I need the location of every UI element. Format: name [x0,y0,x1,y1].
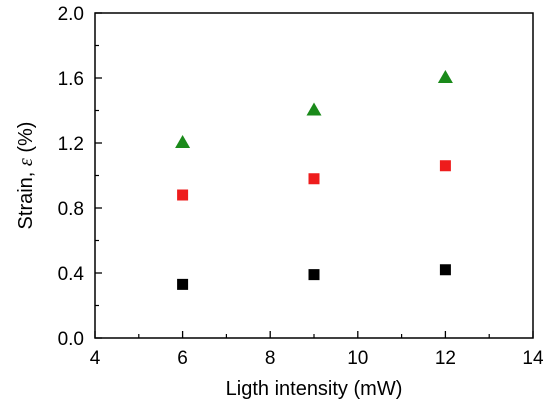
y-axis-label: Strain, ε (%) [15,122,37,230]
y-tick-label: 0.4 [58,264,85,285]
square-marker [439,160,451,172]
y-tick-label: 2.0 [58,4,84,25]
data-points [175,69,453,290]
square-marker [308,269,320,281]
triangle-marker [437,69,453,83]
y-axis-label-symbol: ε [15,158,37,166]
y-axis-label-prefix: Strain, [15,166,37,229]
triangle-marker [175,134,191,148]
x-tick-label: 8 [265,348,276,369]
x-axis-label: Ligth intensity (mW) [226,378,403,400]
y-tick-label: 0.8 [58,199,84,220]
y-tick-label: 0.0 [58,329,84,350]
x-tick-label: 10 [347,348,368,369]
square-marker [308,173,320,185]
y-tick-label: 1.2 [58,134,84,155]
x-tick-label: 12 [435,348,456,369]
x-tick-label: 6 [177,348,188,369]
y-axis-label-suffix: (%) [15,122,37,159]
x-tick-label: 4 [90,348,101,369]
tick-labels: 4 6 8 10 12 14 0.0 0.4 0.8 1.2 1.6 2.0 [58,4,544,369]
triangle-marker [306,102,322,116]
x-tick-label: 14 [522,348,544,369]
axis-ticks [94,12,534,339]
square-marker [439,264,451,276]
square-marker [177,189,189,201]
square-marker [177,278,189,290]
y-tick-label: 1.6 [58,69,84,90]
